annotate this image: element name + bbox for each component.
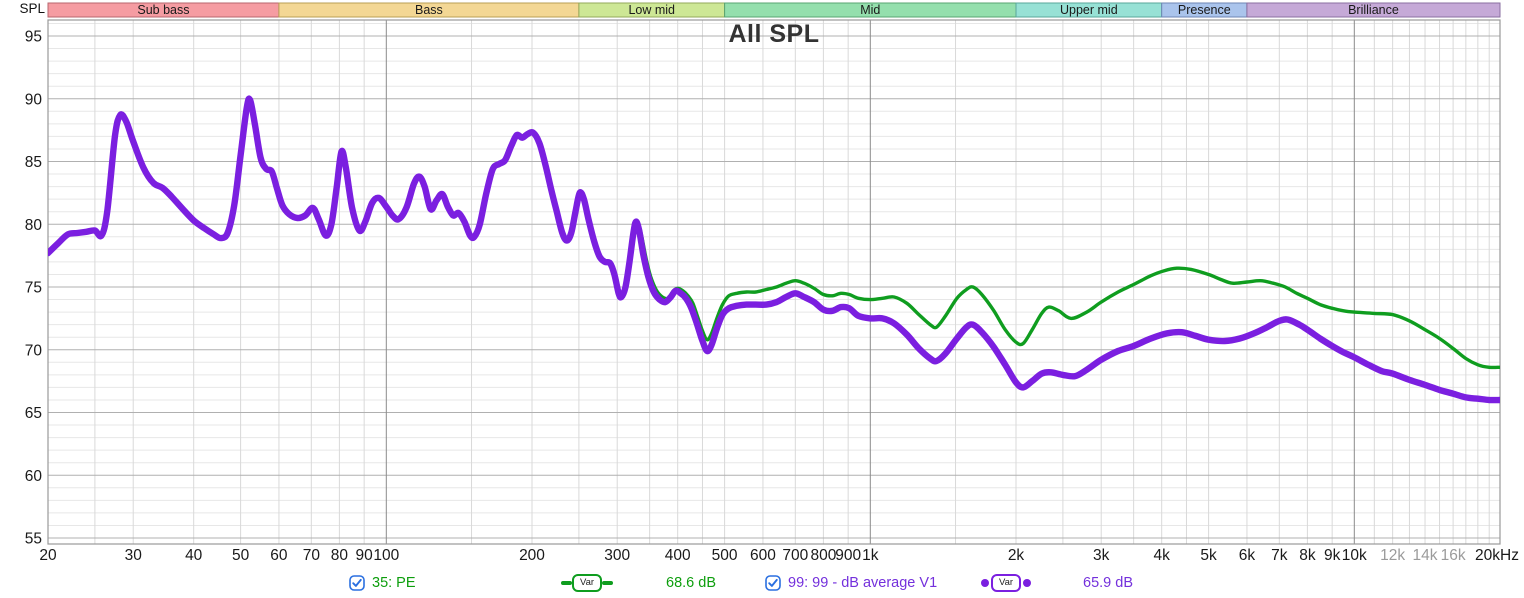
x-tick-label: 9k (1324, 547, 1341, 564)
legend-style-pe: Var (561, 571, 614, 595)
checkbox-checked-icon (349, 575, 365, 591)
trace-99-avg (48, 95, 1500, 404)
x-tick-label: 20kHz (1475, 547, 1519, 564)
dot-marker-icon (981, 579, 989, 587)
y-tick-label: 60 (25, 468, 43, 485)
y-tick-label: 75 (25, 280, 42, 297)
x-tick-label: 900 (835, 547, 861, 564)
x-tick-label: 14k (1413, 547, 1438, 564)
band-label: Upper mid (1060, 3, 1118, 17)
y-tick-label: 80 (25, 217, 43, 234)
x-tick-label: 90 (356, 547, 374, 564)
x-tick-label: 30 (125, 547, 143, 564)
y-tick-label: 95 (25, 29, 42, 46)
x-tick-label: 600 (750, 547, 776, 564)
x-tick-label: 300 (604, 547, 630, 564)
x-tick-label: 3k (1093, 547, 1110, 564)
x-tick-label: 400 (665, 547, 691, 564)
x-tick-label: 2k (1008, 547, 1025, 564)
y-tick-label: 90 (25, 91, 43, 108)
legend-style-avg: Var (979, 571, 1033, 595)
legend-value-pe: 68.6 dB (666, 575, 716, 591)
line-segment-icon (602, 581, 614, 585)
x-tick-label: 10k (1342, 547, 1367, 564)
var-smoothing-badge-pe[interactable]: Var (572, 574, 603, 592)
var-smoothing-badge-avg[interactable]: Var (991, 574, 1022, 592)
x-tick-label: 4k (1154, 547, 1171, 564)
legend-item-pe: 35: PE (349, 571, 416, 595)
x-tick-label: 12k (1380, 547, 1405, 564)
y-tick-label: 65 (25, 405, 42, 422)
band-label: Bass (415, 3, 443, 17)
legend-label-pe: 35: PE (372, 575, 416, 591)
x-tick-label: 500 (712, 547, 738, 564)
x-tick-label: 700 (782, 547, 808, 564)
x-tick-label: 40 (185, 547, 203, 564)
legend-label-avg: 99: 99 - dB average V1 (788, 575, 938, 591)
legend-item-avg: 99: 99 - dB average V1 (765, 571, 937, 595)
band-label: Mid (860, 3, 880, 17)
x-tick-label: 6k (1239, 547, 1256, 564)
band-label: Presence (1178, 3, 1231, 17)
band-label: Sub bass (137, 3, 189, 17)
band-label: Low mid (628, 3, 675, 17)
legend-value-avg: 65.9 dB (1083, 575, 1133, 591)
x-tick-label: 80 (331, 547, 349, 564)
x-tick-label: 200 (519, 547, 545, 564)
y-tick-label: 85 (25, 154, 42, 171)
y-tick-label: 55 (25, 531, 42, 548)
plot-border (47, 19, 1501, 545)
x-tick-label: 60 (270, 547, 288, 564)
band-brilliance (1246, 2, 1501, 18)
legend-bar: 35: PE Var 68.6 dB 99: 99 - dB average V… (0, 571, 1524, 597)
y-tick-label: 70 (25, 342, 43, 359)
line-segment-icon (561, 581, 572, 585)
x-tick-label: 5k (1200, 547, 1217, 564)
checkbox-avg[interactable] (765, 575, 781, 591)
x-tick-label: 20 (39, 547, 57, 564)
dot-marker-icon (1023, 579, 1032, 587)
checkbox-pe[interactable] (349, 575, 365, 591)
trace-35-pe (632, 219, 1500, 370)
band-label: Brilliance (1348, 3, 1399, 17)
y-axis-corner-label: SPL (19, 1, 45, 16)
x-tick-label: 100 (373, 547, 399, 564)
x-tick-label: 1k (862, 547, 879, 564)
x-tick-label: 16k (1441, 547, 1466, 564)
checkbox-checked-icon (765, 575, 781, 591)
x-tick-label: 70 (303, 547, 321, 564)
x-tick-label: 800 (810, 547, 836, 564)
x-tick-label: 7k (1271, 547, 1288, 564)
x-tick-label: 8k (1299, 547, 1316, 564)
x-tick-label: 50 (232, 547, 250, 564)
